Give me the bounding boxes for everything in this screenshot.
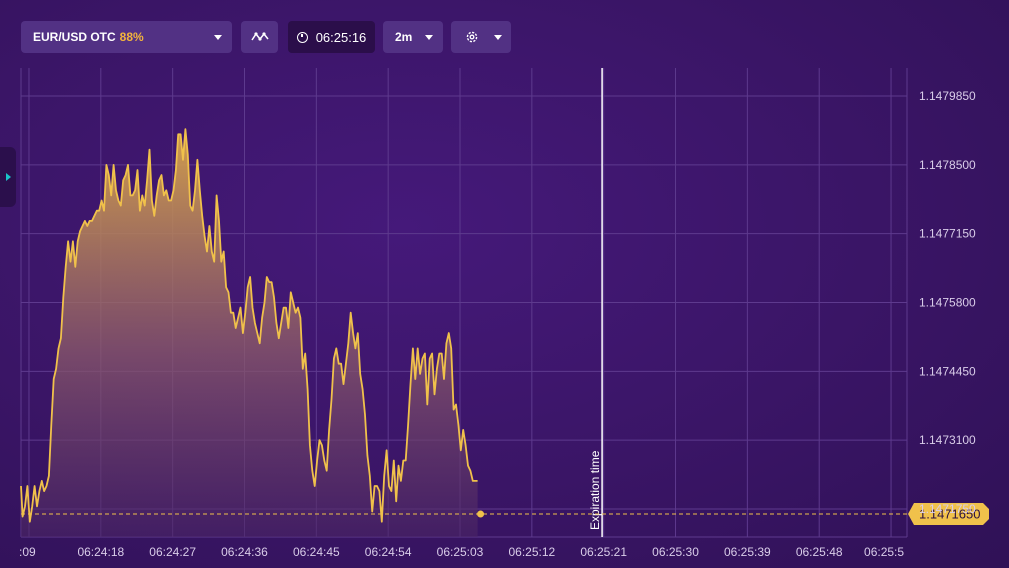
indicators-button[interactable] [241, 21, 278, 53]
chevron-down-icon [425, 35, 433, 40]
y-tick-label: 1.1474450 [919, 364, 976, 378]
current-time: 06:25:16 [315, 29, 367, 45]
x-tick-label: 06:25:5 [864, 545, 904, 559]
x-tick-label: 06:24:45 [293, 545, 340, 559]
timeframe-value: 2m [395, 30, 413, 44]
x-tick-label: 06:25:30 [652, 545, 699, 559]
asset-selector[interactable]: EUR/USD OTC 88% [21, 21, 232, 53]
x-tick-label: 06:24:27 [149, 545, 196, 559]
expiration-marker: Expiration time [588, 68, 603, 537]
side-panel-toggle[interactable] [0, 147, 16, 207]
x-tick-label: 06:25:48 [796, 545, 843, 559]
price-line [20, 128, 478, 523]
gear-icon [466, 31, 478, 43]
chart-settings-button[interactable] [451, 21, 511, 53]
current-price-tag [908, 503, 989, 526]
current-price-value: 1.1471650 [919, 507, 980, 522]
current-price-dot [477, 510, 485, 518]
x-tick-label: 06:25:39 [724, 545, 771, 559]
x-tick-label: 06:25:21 [580, 545, 627, 559]
y-tick-label: 1.1478500 [919, 158, 976, 172]
area-fill [21, 129, 478, 537]
x-tick-label: 06:24:36 [221, 545, 268, 559]
timeframe-selector[interactable]: 2m [383, 21, 443, 53]
chart-toolbar: EUR/USD OTC 88% 06:25:16 2m [0, 0, 1009, 66]
x-tick-label: :09 [19, 545, 36, 559]
stopwatch-icon [296, 31, 308, 43]
x-tick-label: 06:24:54 [365, 545, 412, 559]
asset-name: EUR/USD OTC [33, 30, 116, 44]
price-area [20, 128, 478, 537]
y-tick-label: 1.1473100 [919, 433, 976, 447]
x-tick-label: 06:25:12 [508, 545, 555, 559]
asset-payout: 88% [119, 30, 144, 44]
y-tick-label: 1.1479850 [919, 89, 976, 103]
y-axis: 1.1479850 1.1478500 1.1477150 1.1475800 1.14… [919, 89, 976, 516]
expiration-label: Expiration time [588, 450, 602, 530]
y-tick-label: 1.1477150 [919, 227, 976, 241]
y-tick-label: 1.1471750 [919, 502, 976, 516]
chevron-down-icon [214, 35, 222, 40]
x-tick-label: 06:24:18 [77, 545, 124, 559]
time-display: 06:25:16 [288, 21, 375, 53]
wave-icon [250, 32, 269, 41]
x-tick-label: 06:25:03 [437, 545, 484, 559]
current-price-marker: 1.1471650 [21, 503, 989, 526]
chevron-down-icon [494, 35, 502, 40]
y-tick-label: 1.1475800 [919, 296, 976, 310]
expand-arrow-icon [6, 173, 11, 181]
x-axis: :09 06:24:18 06:24:27 06:24:36 06:24:45 06:24… [19, 545, 904, 559]
